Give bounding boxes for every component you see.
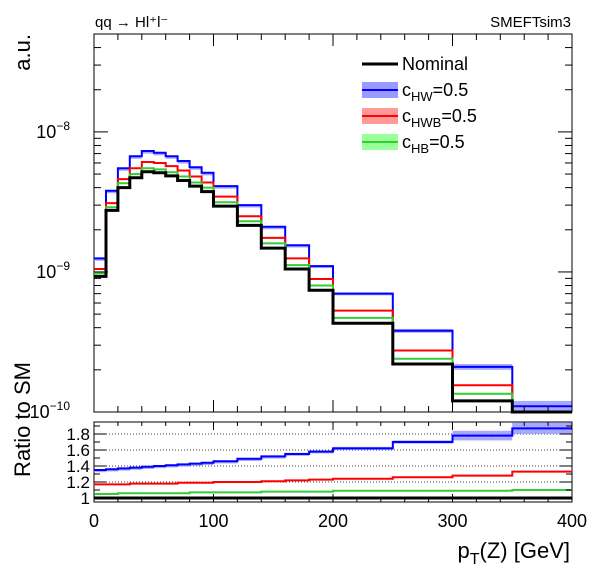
hist-c-hw-0-5-band-7 <box>177 160 190 164</box>
histogram-nominal <box>94 170 572 414</box>
ratio-tick-label-1: 1.2 <box>66 473 90 492</box>
legend-label-c-hw-0-5: cHW=0.5 <box>402 80 468 104</box>
x-tick-label-1: 100 <box>198 511 228 531</box>
hist-c-hw-0-5-band-10 <box>213 185 238 189</box>
legend-label-c-hb-0-5: cHB=0.5 <box>402 132 465 156</box>
ratio-line-c-hw-0-5 <box>94 427 572 471</box>
x-axis-title: pT(Z) [GeV] <box>458 538 570 568</box>
hist-c-hw-0-5-band-9 <box>201 172 214 176</box>
x-tick-label-3: 300 <box>437 511 467 531</box>
ratio-tick-label-4: 1.8 <box>66 425 90 444</box>
ratio-histograms <box>94 427 572 500</box>
hist-c-hw-0-5-band-2 <box>117 167 130 171</box>
hist-c-hw-0-5-band-4 <box>141 150 154 154</box>
ratio-line-c-hwb-0-5 <box>94 470 572 486</box>
y-axis-ratio: 11.21.41.61.8 <box>66 425 572 508</box>
hist-c-hw-0-5-band-5 <box>153 152 166 156</box>
distribution-histograms <box>94 150 572 414</box>
x-tick-label-0: 0 <box>89 511 99 531</box>
ratio-tick-label-0: 1 <box>81 489 90 508</box>
x-tick-label-4: 400 <box>557 511 587 531</box>
ratio-tick-label-2: 1.4 <box>66 457 90 476</box>
hist-c-hw-0-5-band-8 <box>189 166 202 170</box>
x-tick-label-2: 200 <box>318 511 348 531</box>
x-axis: 0 100 200 300 400 <box>89 34 587 531</box>
hist-c-hw-0-5-band-1 <box>105 190 118 194</box>
histogram-c-hwb-0-5 <box>94 161 572 413</box>
y-tick-label-2: 10−8 <box>36 119 70 142</box>
ratio-tick-label-3: 1.6 <box>66 441 90 460</box>
legend-label-nominal: Nominal <box>402 54 468 74</box>
y-tick-label-0: 10−10 <box>30 399 71 422</box>
legend-label-c-hwb-0-5: cHWB=0.5 <box>402 106 477 130</box>
generator-label: SMEFTsim3 <box>490 14 571 31</box>
histogram-c-hb-0-5 <box>94 167 572 413</box>
y-axis-title-ratio: Ratio to SM <box>10 362 35 477</box>
histogram-c-hw-0-5 <box>94 150 572 408</box>
y-axis-title-main: a.u. <box>10 34 35 71</box>
y-axis-main: 10−10 10−9 10−8 <box>30 33 572 422</box>
process-label: qq → Hl⁺l⁻ <box>95 14 168 31</box>
y-tick-label-1: 10−9 <box>36 259 70 282</box>
ratio-line-c-hb-0-5 <box>94 489 572 495</box>
